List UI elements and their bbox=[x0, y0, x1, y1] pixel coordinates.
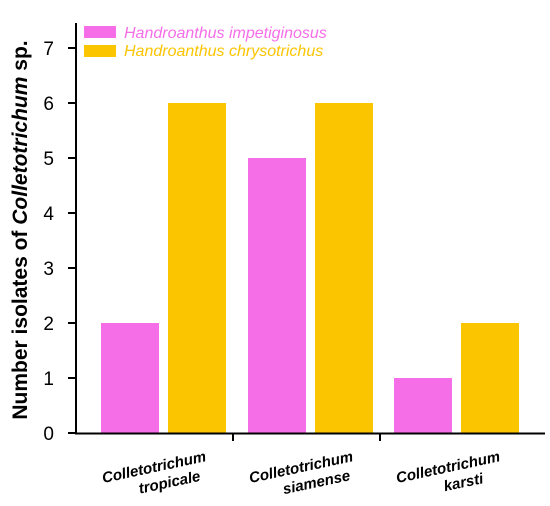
legend: Handroanthus impetiginosus Handroanthus … bbox=[84, 25, 327, 60]
bars-group bbox=[101, 103, 519, 433]
y-tick-label: 0 bbox=[43, 424, 54, 445]
legend-swatch-series-1 bbox=[84, 26, 116, 38]
y-axis-title-italic: Colletotrichum bbox=[9, 77, 32, 225]
bar-chrysotrichus-1 bbox=[168, 103, 226, 433]
bar-impetiginosus-1 bbox=[101, 323, 159, 433]
legend-swatch-series-2 bbox=[84, 45, 116, 57]
y-tick-label: 4 bbox=[43, 204, 54, 225]
bar-impetiginosus-3 bbox=[394, 378, 452, 433]
y-axis-title: Number isolates of Colletotrichum sp. bbox=[9, 40, 32, 419]
legend-label-series-1: Handroanthus impetiginosus bbox=[124, 25, 327, 42]
legend-label-series-2: Handroanthus chrysotrichus bbox=[124, 43, 323, 60]
y-tick-label: 3 bbox=[43, 259, 54, 280]
y-ticks-group: 0 1 2 3 4 5 6 7 bbox=[43, 39, 76, 445]
bar-chrysotrichus-3 bbox=[461, 323, 519, 433]
y-tick-label: 6 bbox=[43, 94, 54, 115]
bar-chrysotrichus-2 bbox=[315, 103, 373, 433]
y-axis-title-post: sp. bbox=[9, 40, 32, 76]
y-tick-label: 5 bbox=[43, 149, 54, 170]
bar-impetiginosus-2 bbox=[248, 158, 306, 433]
y-tick-label: 2 bbox=[43, 314, 54, 335]
y-tick-label: 1 bbox=[43, 369, 54, 390]
y-axis-title-pre: Number isolates of bbox=[9, 225, 32, 420]
y-tick-label: 7 bbox=[43, 39, 54, 60]
axes-group bbox=[75, 23, 545, 441]
